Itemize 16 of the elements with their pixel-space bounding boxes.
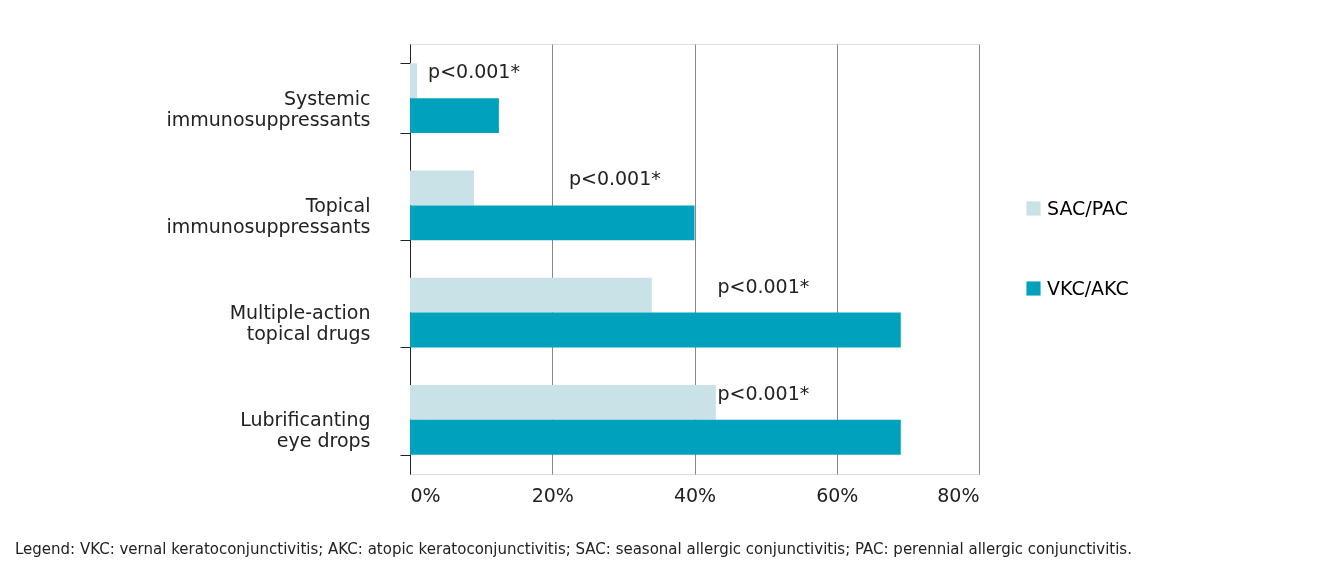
annotation: p<0.001* (717, 274, 810, 297)
annotation: p<0.001* (568, 167, 661, 190)
y-tick-label: Topical immunosuppressants (166, 193, 371, 237)
x-tick-label: 80% (937, 483, 980, 506)
y-tick-label: Multiple-action topical drugs (229, 301, 371, 345)
y-tick-label: Systemic immunosuppressants (166, 86, 371, 130)
x-tick-label: 0% (410, 483, 441, 506)
legend-label: SAC/PAC (1047, 196, 1128, 219)
x-tick-label: 20% (531, 483, 574, 506)
text: Legend: VKC: vernal keratoconjunctivitis; AKC: atopic keratoconjunctivitis; SAC: seasonal allergic conjunctivitis; PAC: perennial allergic conjunctivitis. (15, 540, 1132, 558)
annotation: p<0.001* (717, 381, 810, 404)
legend-label: VKC/AKC (1047, 276, 1129, 299)
y-tick-label: Lubrificanting eye drops (240, 408, 371, 452)
annotation: p<0.001* (428, 60, 520, 83)
x-tick-label: 60% (816, 483, 859, 506)
x-tick-label: 40% (673, 483, 717, 506)
